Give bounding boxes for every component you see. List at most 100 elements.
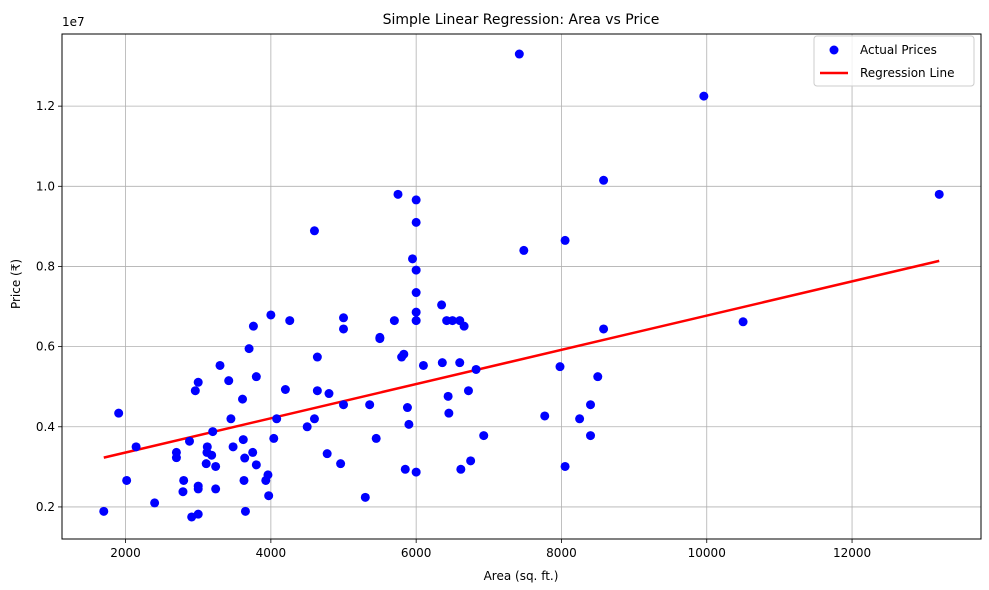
data-point bbox=[411, 195, 421, 205]
data-point bbox=[193, 509, 203, 519]
data-point bbox=[447, 316, 457, 326]
data-point bbox=[411, 265, 421, 275]
data-point bbox=[269, 433, 279, 443]
data-point bbox=[266, 310, 276, 320]
data-point bbox=[402, 403, 412, 413]
y-tick-label: 0.8 bbox=[36, 259, 55, 273]
data-point bbox=[437, 358, 447, 368]
data-point bbox=[238, 394, 248, 404]
legend-label-regression-line: Regression Line bbox=[860, 66, 954, 80]
x-tick-label: 6000 bbox=[401, 546, 432, 560]
data-point bbox=[408, 254, 418, 264]
data-point bbox=[411, 316, 421, 326]
x-tick-label: 2000 bbox=[110, 546, 141, 560]
data-point bbox=[131, 442, 141, 452]
data-point bbox=[519, 245, 529, 255]
data-point bbox=[208, 427, 218, 437]
data-point bbox=[211, 484, 221, 494]
data-point bbox=[324, 389, 334, 399]
y-tick-label: 0.2 bbox=[36, 500, 55, 514]
data-point bbox=[202, 442, 212, 452]
data-point bbox=[251, 460, 261, 470]
data-point bbox=[586, 400, 596, 410]
data-point bbox=[599, 175, 609, 185]
data-point bbox=[411, 307, 421, 317]
data-point bbox=[193, 484, 203, 494]
data-point bbox=[228, 442, 238, 452]
legend-marker-actual-prices bbox=[829, 45, 839, 55]
data-point bbox=[540, 411, 550, 421]
data-point bbox=[99, 506, 109, 516]
data-point bbox=[193, 377, 203, 387]
y-tick-label: 0.4 bbox=[36, 420, 55, 434]
data-point bbox=[184, 436, 194, 446]
data-point bbox=[263, 470, 273, 480]
data-point bbox=[455, 358, 465, 368]
data-point bbox=[238, 435, 248, 445]
x-tick-label: 12000 bbox=[833, 546, 871, 560]
data-point bbox=[375, 334, 385, 344]
data-point bbox=[179, 475, 189, 485]
data-point bbox=[240, 453, 250, 463]
y-axis-ticks: 0.2 0.4 0.6 0.8 1.0 1.2 bbox=[36, 99, 62, 514]
chart-title: Simple Linear Regression: Area vs Price bbox=[383, 12, 660, 28]
scatter-points bbox=[99, 49, 944, 522]
data-point bbox=[560, 461, 570, 471]
data-point bbox=[312, 352, 322, 362]
data-point bbox=[365, 400, 375, 410]
data-point bbox=[201, 459, 211, 469]
data-point bbox=[178, 487, 188, 497]
legend: Actual Prices Regression Line bbox=[813, 35, 975, 87]
data-point bbox=[411, 467, 421, 477]
x-tick-label: 10000 bbox=[688, 546, 726, 560]
grid bbox=[62, 34, 981, 539]
data-point bbox=[150, 498, 160, 508]
data-point bbox=[399, 349, 409, 359]
data-point bbox=[560, 235, 570, 245]
y-tick-label: 1.0 bbox=[36, 179, 55, 193]
data-point bbox=[555, 362, 565, 372]
data-point bbox=[264, 491, 274, 501]
data-point bbox=[309, 414, 319, 424]
data-point bbox=[280, 385, 290, 395]
data-point bbox=[437, 300, 447, 310]
data-point bbox=[400, 464, 410, 474]
data-point bbox=[360, 492, 370, 502]
data-point bbox=[418, 360, 428, 370]
x-axis-label: Area (sq. ft.) bbox=[484, 569, 559, 583]
data-point bbox=[207, 450, 217, 460]
data-point bbox=[239, 475, 249, 485]
data-point bbox=[215, 360, 225, 370]
data-point bbox=[389, 316, 399, 326]
data-point bbox=[444, 408, 454, 418]
data-point bbox=[244, 344, 254, 354]
data-point bbox=[312, 386, 322, 396]
data-point bbox=[114, 408, 124, 418]
data-point bbox=[471, 364, 481, 374]
legend-label-actual-prices: Actual Prices bbox=[860, 43, 937, 57]
data-point bbox=[371, 433, 381, 443]
data-point bbox=[514, 49, 524, 59]
data-point bbox=[336, 459, 346, 469]
data-point bbox=[309, 226, 319, 236]
y-tick-label: 1.2 bbox=[36, 99, 55, 113]
data-point bbox=[211, 461, 221, 471]
plot-area-frame bbox=[61, 33, 982, 540]
x-tick-label: 8000 bbox=[546, 546, 577, 560]
regression-line bbox=[103, 259, 940, 459]
data-point bbox=[322, 449, 332, 459]
x-tick-label: 4000 bbox=[256, 546, 287, 560]
legend-box bbox=[813, 35, 975, 87]
data-point bbox=[411, 288, 421, 298]
regression-line-layer bbox=[103, 259, 940, 459]
data-point bbox=[393, 189, 403, 199]
data-point bbox=[934, 189, 944, 199]
data-point bbox=[226, 414, 236, 424]
data-point bbox=[240, 506, 250, 516]
data-point bbox=[251, 372, 261, 382]
data-point bbox=[171, 453, 181, 463]
data-point bbox=[479, 431, 489, 441]
data-point bbox=[738, 317, 748, 327]
